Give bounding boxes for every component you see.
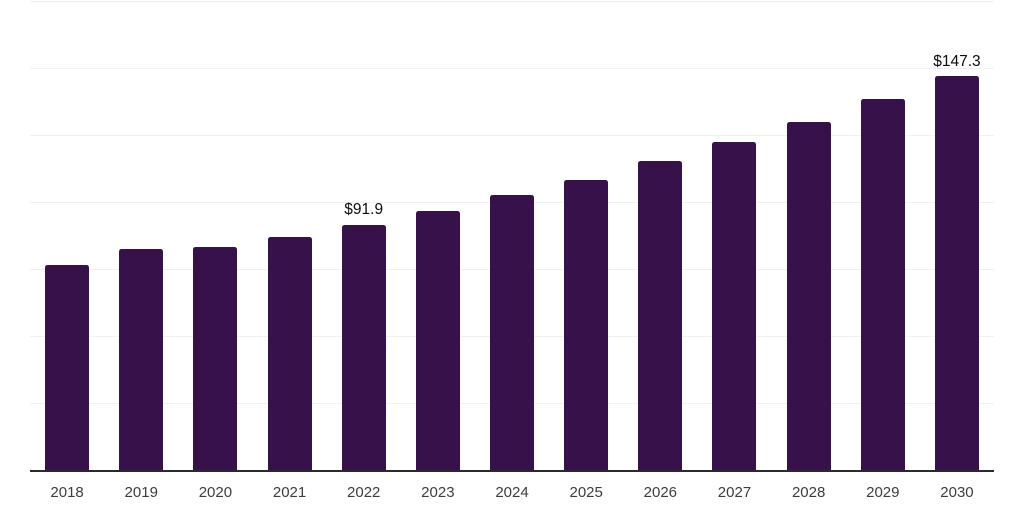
x-axis: 2018 2019 2020 2021 2022 2023 2024 2025 2026 2027… (30, 473, 994, 512)
bar-slot-2027 (697, 2, 771, 471)
bar-slot-2019 (104, 2, 178, 471)
bar-2029[interactable] (860, 99, 905, 471)
bar-slot-2030: $147.3 (920, 2, 994, 471)
bar-slot-2021 (252, 2, 326, 471)
bar-slot-2028 (772, 2, 846, 471)
bar-slot-2023 (401, 2, 475, 471)
bar-2027[interactable] (712, 142, 757, 471)
bar-2019[interactable] (119, 248, 164, 471)
x-tick-2020: 2020 (198, 484, 233, 501)
bar-slot-2022: $91.9 (327, 2, 401, 471)
bars-layer: $91.9 $147.3 (30, 2, 994, 471)
x-tick-2022: 2022 (347, 484, 381, 501)
bar-2025[interactable] (564, 179, 609, 471)
x-tick-2018: 2018 (50, 484, 84, 501)
gridline (30, 135, 994, 136)
x-tick-2030: 2030 (940, 484, 974, 501)
bar-2022[interactable] (341, 224, 386, 471)
bar-2023[interactable] (415, 210, 460, 471)
bar-slot-2024 (475, 2, 549, 471)
x-tick-2023: 2023 (421, 484, 455, 501)
x-axis-line (30, 470, 994, 472)
x-tick-2025: 2025 (569, 484, 603, 501)
x-tick-2027: 2027 (717, 484, 752, 501)
bar-slot-2025 (549, 2, 623, 471)
bar-slot-2018 (30, 2, 104, 471)
x-tick-2024: 2024 (495, 484, 529, 501)
bar-slot-2026 (623, 2, 697, 471)
bar-2024[interactable] (490, 194, 535, 471)
x-tick-2019: 2019 (124, 484, 158, 501)
bar-2018[interactable] (45, 264, 90, 471)
x-tick-2026: 2026 (643, 484, 678, 501)
bar-slot-2029 (846, 2, 920, 471)
x-tick-2029: 2029 (866, 484, 900, 501)
gridline (30, 68, 994, 69)
value-label-2022: $91.9 (344, 201, 384, 219)
value-label-2030: $147.3 (933, 52, 981, 70)
bar-2020[interactable] (193, 247, 238, 471)
gridline (30, 1, 994, 2)
bar-2026[interactable] (638, 161, 683, 471)
x-tick-2028: 2028 (791, 484, 826, 501)
bar-2030[interactable] (934, 76, 979, 471)
bar-2028[interactable] (786, 122, 831, 471)
bar-slot-2020 (178, 2, 252, 471)
bar-2021[interactable] (267, 237, 312, 471)
plot-area: $91.9 $147.3 (30, 1, 994, 472)
x-tick-2021: 2021 (272, 484, 307, 501)
